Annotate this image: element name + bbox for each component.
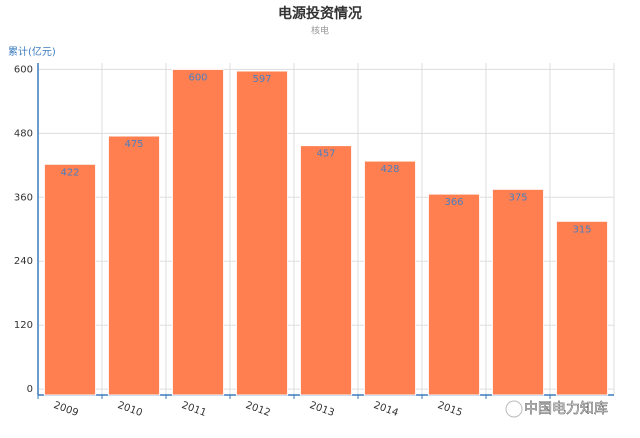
y-tick-label: 120: [14, 320, 33, 331]
y-axis-label: 累计(亿元): [8, 45, 56, 58]
x-tick-label: 2009: [52, 400, 80, 419]
watermark: 中国电力知库: [524, 400, 608, 417]
y-tick-label: 360: [14, 192, 33, 203]
bar: [107, 135, 161, 396]
y-tick-label: 0: [27, 384, 33, 395]
bar: [299, 145, 353, 396]
x-tick-label: 2011: [180, 400, 208, 419]
bar-value-label: 315: [572, 224, 591, 235]
bar-value-label: 457: [316, 149, 335, 160]
bar-value-label: 428: [380, 164, 399, 175]
y-tick-label: 600: [14, 64, 33, 75]
x-tick-label: 2012: [244, 400, 272, 419]
bar-value-label: 475: [124, 139, 143, 150]
bar: [171, 68, 225, 396]
chart-subtitle: 核电: [311, 25, 329, 37]
chart-title: 电源投资情况: [278, 5, 362, 22]
x-tick-label: 2014: [372, 400, 400, 419]
x-tick-label: 2015: [436, 400, 464, 419]
bar: [43, 163, 97, 396]
bar: [555, 220, 609, 396]
x-tick-label: 2013: [308, 400, 336, 419]
bar: [363, 160, 417, 396]
bar-value-label: 366: [444, 197, 463, 208]
bar-value-label: 422: [60, 167, 79, 178]
watermark-icon: [505, 400, 523, 418]
y-tick-label: 240: [14, 256, 33, 267]
y-tick-label: 480: [14, 128, 33, 139]
bar-value-label: 597: [252, 74, 271, 85]
bar: [491, 188, 545, 396]
bar: [427, 193, 481, 396]
x-tick-label: 2010: [116, 400, 144, 419]
bar-value-label: 600: [188, 72, 207, 83]
bar-value-label: 375: [508, 192, 527, 203]
bar: [235, 70, 289, 396]
